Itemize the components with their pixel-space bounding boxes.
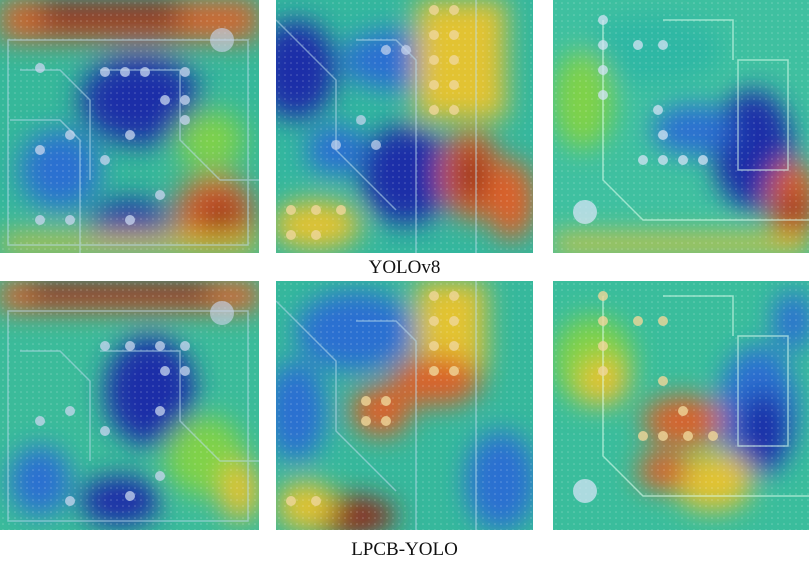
lpcb-yolo-heatmap-1	[0, 281, 259, 530]
caption-yolov8: YOLOv8	[368, 257, 441, 278]
lpcb-yolo-heatmap-3	[553, 281, 809, 530]
yolov8-heatmap-1	[0, 0, 259, 253]
lpcb-yolo-heatmap-2	[276, 281, 533, 530]
caption-lpcb-yolo: LPCB-YOLO	[351, 539, 458, 560]
yolov8-heatmap-2	[276, 0, 533, 253]
yolov8-heatmap-3	[553, 0, 809, 253]
